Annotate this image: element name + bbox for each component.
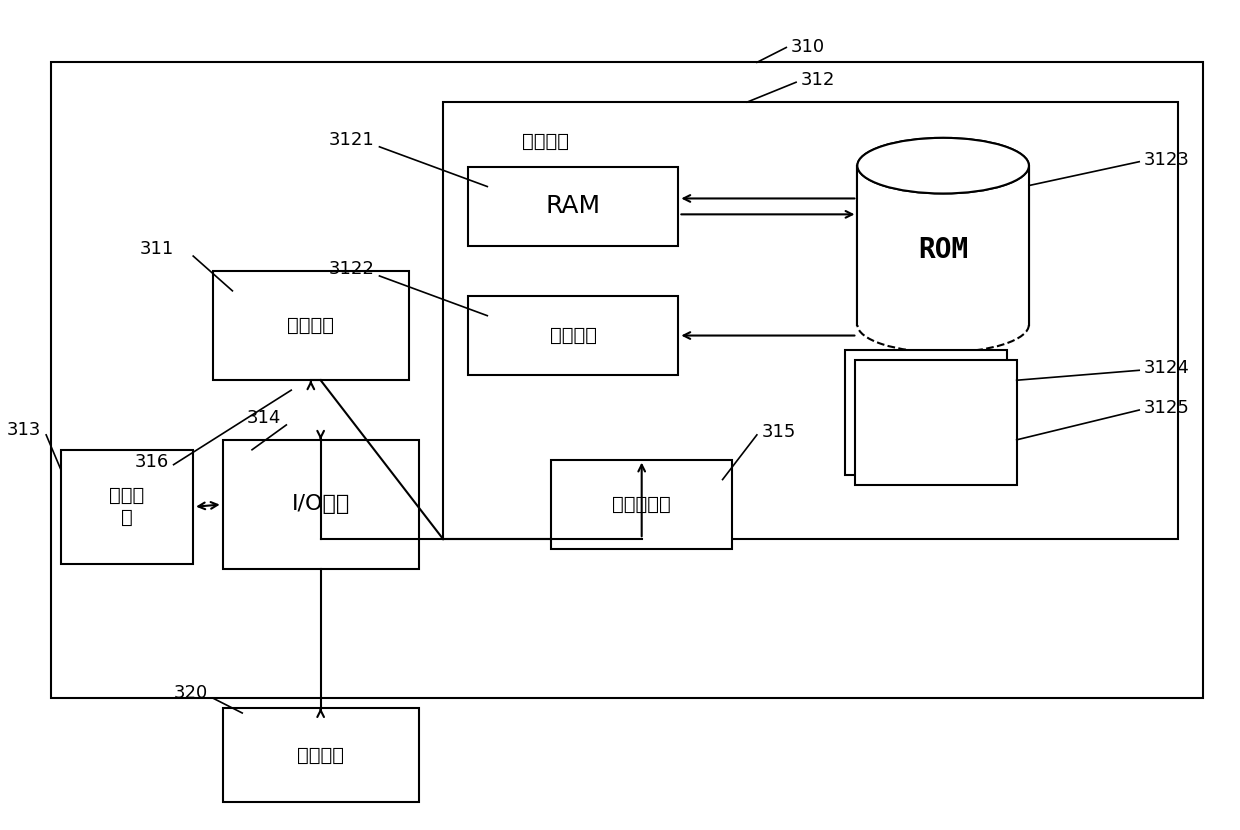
Text: 3125: 3125 bbox=[1145, 399, 1190, 417]
Bar bbox=[223, 440, 419, 569]
Text: 316: 316 bbox=[134, 452, 169, 471]
Text: 311: 311 bbox=[139, 240, 174, 258]
Text: 3122: 3122 bbox=[329, 260, 374, 278]
Bar bbox=[846, 350, 1007, 475]
Text: 3124: 3124 bbox=[1145, 359, 1190, 378]
Bar bbox=[467, 167, 678, 247]
Text: 外部设备: 外部设备 bbox=[298, 745, 345, 764]
Text: 312: 312 bbox=[801, 71, 836, 90]
Bar bbox=[61, 450, 193, 564]
Bar bbox=[223, 708, 419, 803]
Text: ROM: ROM bbox=[918, 236, 968, 264]
Text: 313: 313 bbox=[7, 421, 41, 439]
Text: 处理单元: 处理单元 bbox=[288, 316, 335, 335]
Text: 显示单
元: 显示单 元 bbox=[109, 486, 145, 527]
Bar bbox=[551, 460, 733, 549]
Bar bbox=[854, 360, 1017, 485]
Text: 310: 310 bbox=[791, 38, 826, 56]
Text: I/O接口: I/O接口 bbox=[291, 495, 350, 515]
Ellipse shape bbox=[857, 138, 1029, 193]
Text: 3123: 3123 bbox=[1145, 151, 1190, 168]
Text: 网络适配器: 网络适配器 bbox=[613, 495, 671, 514]
Bar bbox=[467, 295, 678, 375]
Text: 高速缓存: 高速缓存 bbox=[549, 326, 596, 345]
Bar bbox=[51, 62, 1203, 698]
Bar bbox=[443, 102, 1178, 540]
Text: 3121: 3121 bbox=[329, 131, 374, 149]
Polygon shape bbox=[857, 166, 1029, 325]
Bar bbox=[213, 271, 409, 380]
Text: RAM: RAM bbox=[546, 194, 600, 218]
Bar bbox=[867, 373, 994, 471]
Ellipse shape bbox=[857, 138, 1029, 193]
Text: 314: 314 bbox=[247, 409, 281, 427]
Text: 315: 315 bbox=[761, 423, 796, 441]
Text: 存储单元: 存储单元 bbox=[522, 132, 569, 151]
Text: 320: 320 bbox=[174, 684, 208, 702]
